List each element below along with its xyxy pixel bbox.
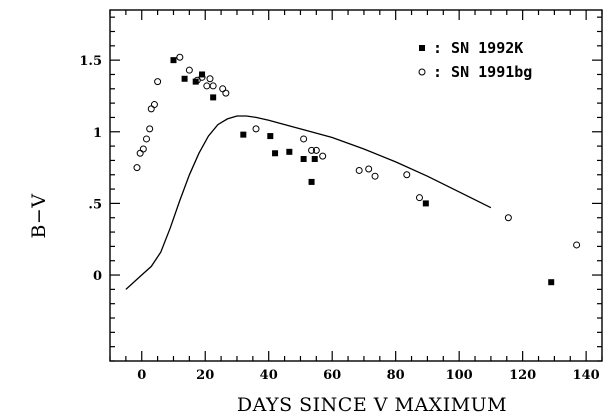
x-tick-label: 80 <box>387 368 405 383</box>
data-point-sn1991bg <box>504 214 512 222</box>
data-point-sn1991bg <box>146 125 154 133</box>
y-axis-title: B−V <box>28 193 50 238</box>
data-point-sn1991bg <box>355 166 363 174</box>
data-point-sn1991bg <box>222 89 230 97</box>
data-point-sn1992k <box>192 78 199 85</box>
data-point-sn1991bg <box>185 66 193 74</box>
data-point-sn1991bg <box>139 145 147 153</box>
data-point-sn1991bg <box>300 135 308 143</box>
data-point-sn1991bg <box>154 78 162 86</box>
y-tick-label: 0 <box>93 269 102 284</box>
tick-labels: 0 20 40 60 80 100 120 140 0 .5 1 1.5 <box>79 54 599 383</box>
data-point-sn1991bg <box>252 125 260 133</box>
legend-marker-sn1992k <box>419 45 425 51</box>
data-point-sn1991bg <box>198 73 206 81</box>
legend-label: : SN 1992K <box>433 39 523 57</box>
data-point-sn1991bg <box>209 82 217 90</box>
data-point-sn1991bg <box>319 152 327 160</box>
axis-ticks <box>109 10 603 362</box>
data-point-sn1992k <box>300 155 307 162</box>
y-tick-label: .5 <box>88 197 102 212</box>
y-tick-label: 1.5 <box>79 54 102 69</box>
data-point-sn1992k <box>181 75 188 82</box>
x-tick-label: 20 <box>196 368 214 383</box>
data-point-sn1991bg <box>133 164 141 172</box>
legend: : SN 1992K : SN 1991bg <box>418 39 532 81</box>
data-point-sn1992k <box>422 200 429 207</box>
data-point-sn1991bg <box>415 194 423 202</box>
data-point-sn1992k <box>210 94 217 101</box>
data-point-sn1991bg <box>203 82 211 90</box>
data-point-sn1992k <box>548 279 555 286</box>
legend-label: : SN 1991bg <box>433 63 532 81</box>
data-point-sn1991bg <box>312 146 320 154</box>
data-point-sn1991bg <box>150 101 158 109</box>
data-point-sn1991bg <box>371 172 379 180</box>
data-point-sn1991bg <box>403 171 411 179</box>
x-tick-label: 120 <box>509 368 536 383</box>
data-point-sn1991bg <box>365 165 373 173</box>
data-point-sn1992k <box>272 150 279 157</box>
data-point-sn1992k <box>311 155 318 162</box>
data-point-sn1991bg <box>573 241 581 249</box>
data-point-sn1992k <box>170 57 177 64</box>
data-point-sn1991bg <box>219 85 227 93</box>
model-curve <box>125 115 492 290</box>
data-point-sn1992k <box>240 131 247 138</box>
x-tick-label: 140 <box>573 368 600 383</box>
data-point-sn1991bg <box>143 135 151 143</box>
data-point-sn1992k <box>267 133 274 140</box>
data-point-sn1992k <box>286 148 293 155</box>
x-tick-label: 40 <box>260 368 278 383</box>
data-point-sn1991bg <box>308 146 316 154</box>
x-tick-label: 0 <box>137 368 146 383</box>
x-axis-title: DAYS SINCE V MAXIMUM <box>237 394 507 416</box>
x-tick-label: 60 <box>323 368 341 383</box>
data-point-sn1991bg <box>147 105 155 113</box>
data-point-sn1991bg <box>136 149 144 157</box>
legend-marker-sn1991bg <box>418 68 426 76</box>
data-point-sn1991bg <box>176 53 184 61</box>
x-tick-label: 100 <box>446 368 473 383</box>
data-point-sn1991bg <box>206 75 214 83</box>
data-marks <box>125 53 581 290</box>
data-point-sn1992k <box>308 178 315 185</box>
plot-frame <box>109 9 603 362</box>
y-tick-label: 1 <box>93 126 102 141</box>
